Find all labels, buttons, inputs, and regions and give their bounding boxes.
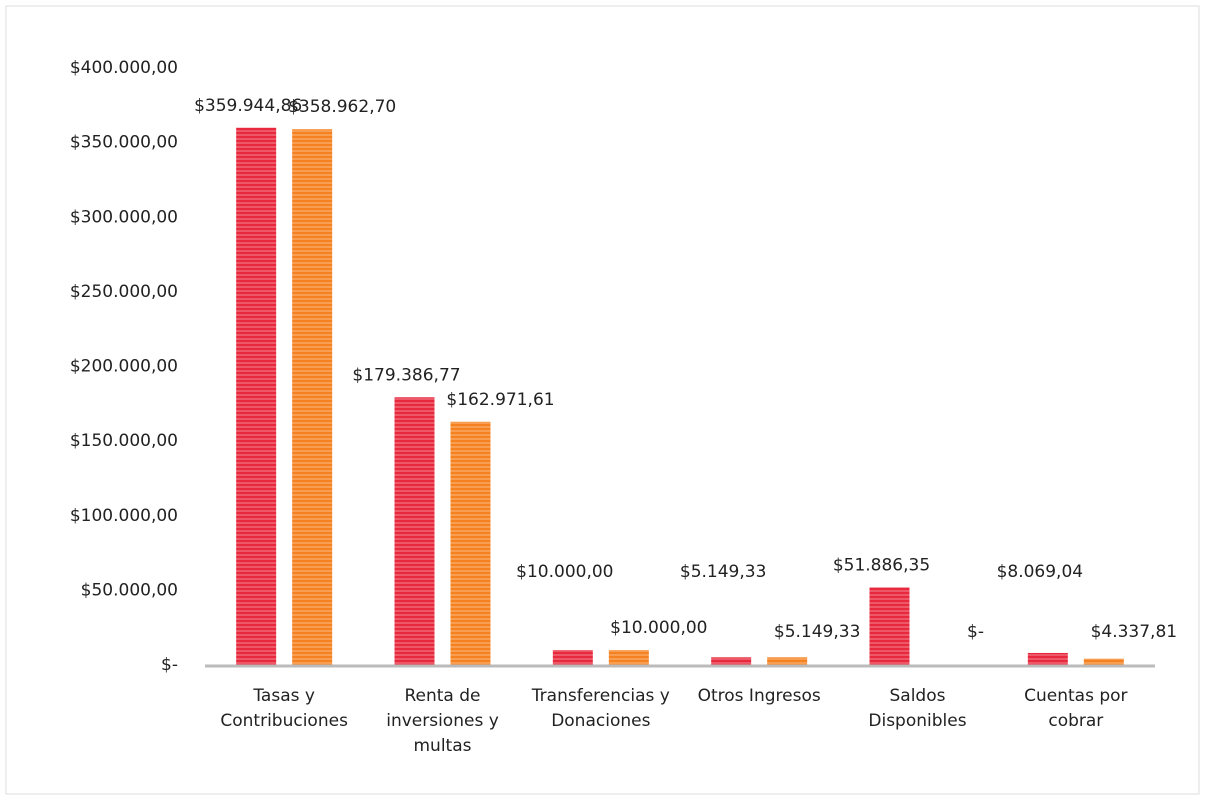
data-label: $5.149,33 [680, 562, 767, 582]
bar [394, 397, 435, 665]
x-tick-label: Tasas y Contribuciones [220, 686, 348, 731]
x-tick-label: Cuentas por cobrar [1024, 686, 1128, 731]
data-label: $4.337,81 [1091, 622, 1178, 642]
y-tick-label: $50.000,00 [81, 580, 178, 600]
x-tick-label: Saldos Disponibles [868, 686, 967, 731]
bar [236, 127, 277, 666]
y-tick-label: $- [161, 655, 178, 675]
chart-frame [5, 5, 1200, 795]
y-tick-label: $350.000,00 [70, 133, 178, 153]
y-tick-label: $150.000,00 [70, 431, 178, 451]
data-label: $51.886,35 [833, 556, 930, 576]
data-label: $162.971,61 [446, 390, 554, 410]
bar [552, 650, 593, 665]
bar [869, 587, 910, 665]
data-label: $359.944,86 [194, 96, 302, 116]
data-label: $5.149,33 [774, 622, 861, 642]
y-tick-label: $200.000,00 [70, 357, 178, 377]
y-tick-label: $100.000,00 [70, 506, 178, 526]
bar [1027, 652, 1068, 665]
bar [1083, 658, 1124, 665]
y-tick-label: $400.000,00 [70, 58, 178, 78]
x-tick-label: Transferencias y Donaciones [531, 686, 670, 731]
y-tick-label: $250.000,00 [70, 282, 178, 302]
bar [711, 657, 752, 665]
data-label: $- [967, 622, 984, 642]
data-label: $8.069,04 [997, 562, 1084, 582]
bar [767, 657, 808, 665]
bar [450, 421, 491, 665]
data-label: $10.000,00 [516, 562, 613, 582]
data-label: $358.962,70 [288, 97, 396, 117]
y-tick-label: $300.000,00 [70, 207, 178, 227]
bar [608, 650, 649, 665]
x-tick-label: Renta de inversiones y multas [386, 686, 499, 756]
data-label: $179.386,77 [352, 365, 460, 385]
bar [292, 129, 333, 665]
x-tick-label: Otros Ingresos [697, 686, 821, 706]
data-label: $10.000,00 [610, 618, 707, 638]
